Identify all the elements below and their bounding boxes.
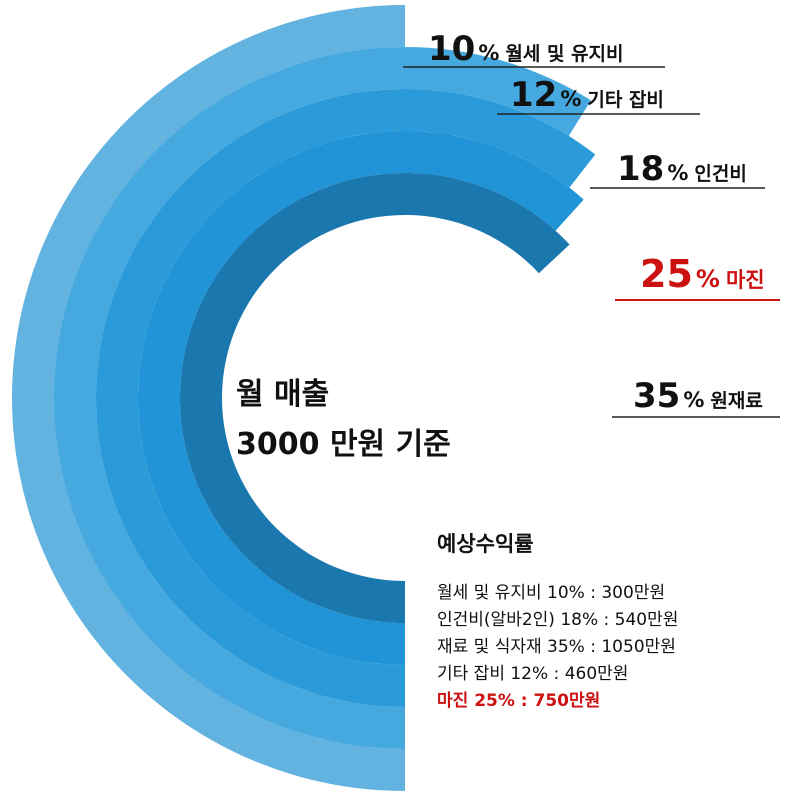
series-percent-2: 18: [617, 149, 664, 189]
series-percent-symbol-4: %: [683, 388, 704, 412]
series-percent-symbol-1: %: [560, 87, 581, 111]
arc-3: [138, 130, 584, 665]
profit-info-row-misc: 기타 잡비 12% : 460만원: [437, 664, 629, 684]
arc-1: [53, 46, 592, 750]
series-name-1: 기타 잡비: [587, 89, 664, 111]
series-name-3: 마진: [726, 268, 765, 292]
series-name-4: 원재료: [710, 390, 762, 412]
arcs-group: [12, 5, 596, 791]
arc-0: [12, 5, 405, 791]
series-percent-symbol-3: %: [696, 265, 720, 293]
series-percent-symbol-2: %: [667, 161, 688, 185]
profit-info-panel: 예상수익률 월세 및 유지비 10% : 300만원 인건비(알바2인) 18%…: [437, 528, 678, 715]
profit-info-row-rent: 월세 및 유지비 10% : 300만원: [437, 583, 666, 603]
arc-4: [179, 173, 570, 623]
series-name-0: 월세 및 유지비: [505, 43, 623, 65]
profit-info-row-material: 재료 및 식자재 35% : 1050만원: [437, 637, 676, 657]
series-label-2: 18% 인건비: [617, 149, 747, 189]
arc-2: [95, 88, 596, 707]
series-percent-1: 12: [510, 75, 557, 115]
series-percent-symbol-0: %: [478, 41, 499, 65]
series-percent-0: 10: [428, 29, 475, 69]
series-percent-3: 25: [640, 252, 693, 296]
series-label-0: 10% 월세 및 유지비: [428, 29, 624, 69]
profit-info-row-labor: 인건비(알바2인) 18% : 540만원: [437, 610, 679, 630]
series-name-2: 인건비: [694, 163, 746, 185]
center-title: 월 매출 3000 만원 기준: [236, 370, 576, 470]
profit-info-row-margin: 마진 25% : 750만원: [437, 691, 601, 711]
center-title-line1: 월 매출: [236, 377, 330, 412]
center-title-line2: 3000 만원 기준: [236, 427, 451, 462]
profit-info-title: 예상수익률: [437, 532, 534, 556]
series-percent-4: 35: [633, 376, 680, 416]
series-label-3: 25% 마진: [640, 252, 765, 296]
series-label-1: 12% 기타 잡비: [510, 75, 664, 115]
series-label-4: 35% 원재료: [633, 376, 763, 416]
